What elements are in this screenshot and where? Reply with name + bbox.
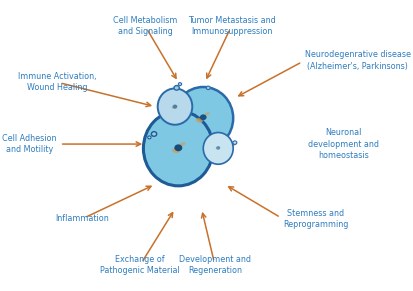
Ellipse shape xyxy=(203,132,233,164)
Circle shape xyxy=(216,146,220,150)
Ellipse shape xyxy=(143,111,213,186)
Ellipse shape xyxy=(157,88,192,125)
Circle shape xyxy=(173,86,179,90)
Text: Immune Activation,
Wound Healing: Immune Activation, Wound Healing xyxy=(18,72,96,92)
Ellipse shape xyxy=(195,118,202,123)
Circle shape xyxy=(172,104,177,109)
Text: Neuronal
development and
homeostasis: Neuronal development and homeostasis xyxy=(307,128,378,160)
Circle shape xyxy=(206,86,210,90)
Ellipse shape xyxy=(173,87,233,149)
Text: Cell Metabolism
and Signaling: Cell Metabolism and Signaling xyxy=(113,16,177,36)
Text: Tumor Metastasis and
Immunosuppression: Tumor Metastasis and Immunosuppression xyxy=(187,16,275,36)
Ellipse shape xyxy=(171,106,176,109)
Text: Exchange of
Pathogenic Material: Exchange of Pathogenic Material xyxy=(100,255,180,275)
Circle shape xyxy=(178,83,181,86)
Ellipse shape xyxy=(171,148,180,153)
Text: Neurodegenrative disease
(Alzheimer's, Parkinsons): Neurodegenrative disease (Alzheimer's, P… xyxy=(304,50,410,70)
Text: Development and
Regeneration: Development and Regeneration xyxy=(178,255,250,275)
Circle shape xyxy=(199,114,206,120)
Circle shape xyxy=(151,132,157,136)
Circle shape xyxy=(174,144,182,151)
Circle shape xyxy=(232,141,236,144)
Ellipse shape xyxy=(204,112,209,116)
Ellipse shape xyxy=(179,142,185,146)
Text: Inflammation: Inflammation xyxy=(55,214,109,223)
Text: Stemness and
Reprogramming: Stemness and Reprogramming xyxy=(282,209,348,229)
Circle shape xyxy=(147,136,151,139)
Ellipse shape xyxy=(215,147,220,150)
Text: Cell Adhesion
and Motility: Cell Adhesion and Motility xyxy=(2,134,57,154)
